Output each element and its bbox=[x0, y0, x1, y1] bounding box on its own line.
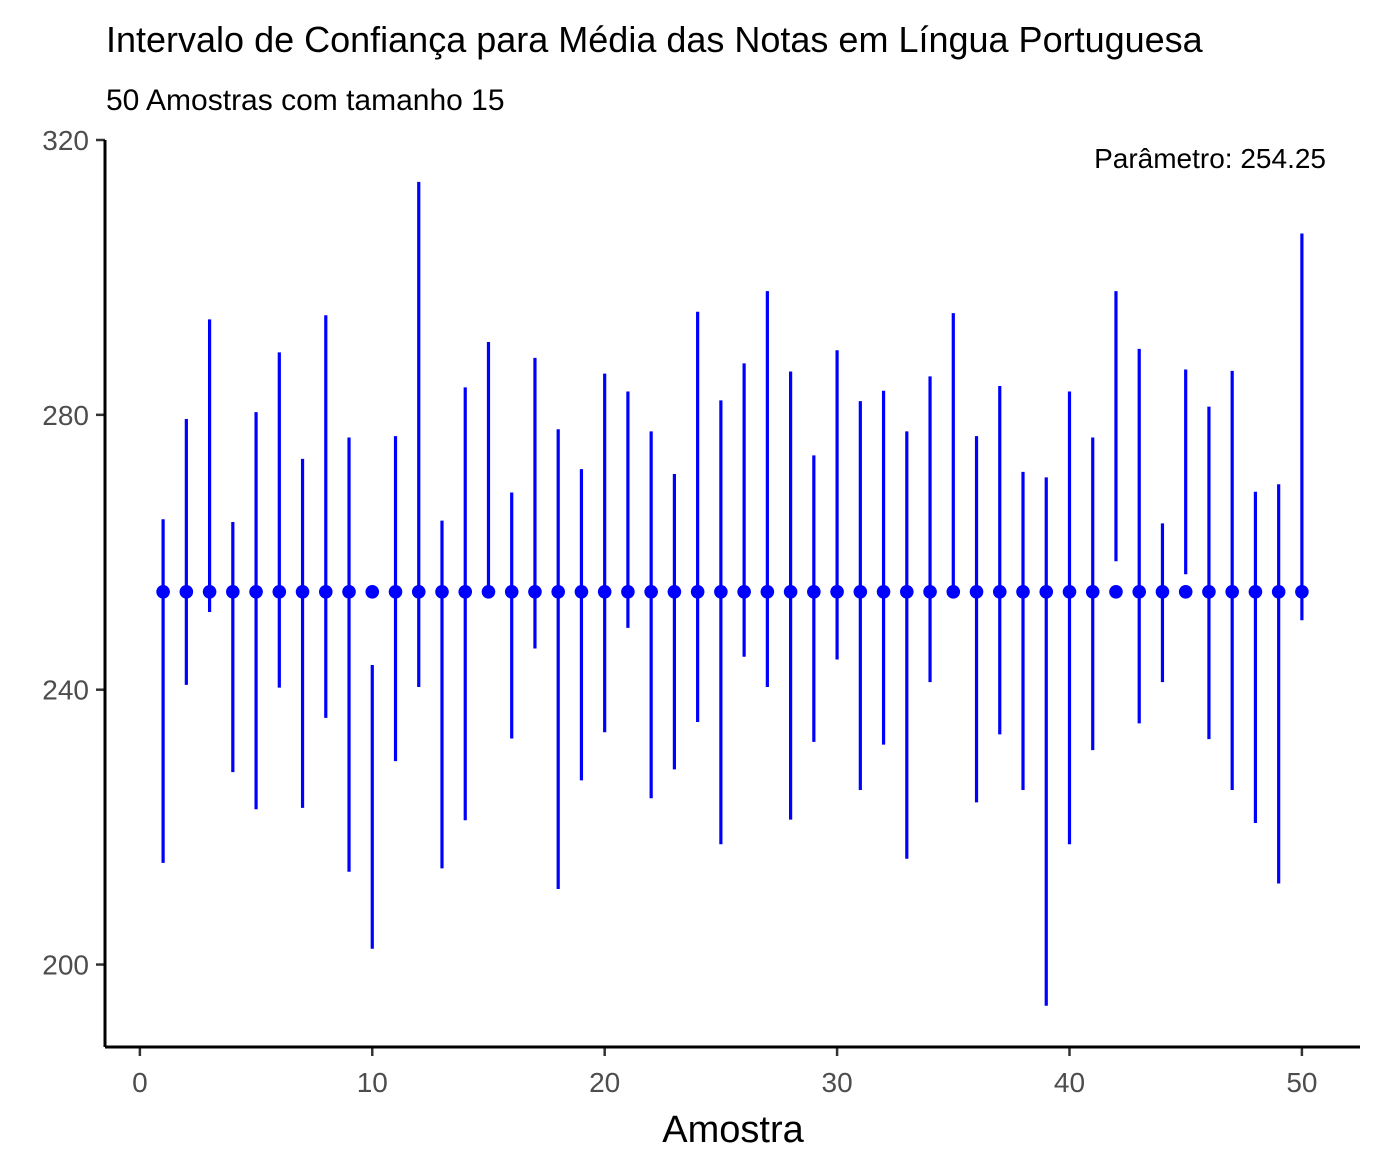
point-estimate bbox=[435, 584, 449, 599]
point-estimate bbox=[969, 584, 984, 599]
point-estimate bbox=[458, 584, 473, 599]
point-estimate bbox=[388, 584, 403, 599]
x-tick-label: 40 bbox=[1054, 1067, 1085, 1098]
interval-marks bbox=[156, 181, 1309, 1006]
x-axis-ticks: 0 10 20 30 40 50 bbox=[132, 1047, 1317, 1098]
x-tick-label: 20 bbox=[589, 1067, 620, 1098]
point-estimate bbox=[272, 584, 287, 599]
point-estimate bbox=[249, 584, 263, 599]
point-estimate bbox=[365, 584, 380, 599]
point-estimate bbox=[807, 584, 821, 599]
x-tick-label: 0 bbox=[132, 1067, 148, 1098]
point-estimate bbox=[923, 584, 937, 599]
x-tick-label: 10 bbox=[357, 1067, 388, 1098]
point-estimate bbox=[1225, 584, 1239, 599]
point-estimate bbox=[156, 584, 170, 599]
point-estimate bbox=[342, 584, 356, 599]
point-estimate bbox=[1155, 584, 1170, 599]
point-estimate bbox=[830, 584, 844, 599]
point-estimate bbox=[1085, 584, 1100, 599]
point-estimate bbox=[1202, 584, 1216, 599]
point-estimate bbox=[1271, 584, 1286, 599]
point-estimate bbox=[1062, 584, 1077, 599]
point-estimate bbox=[295, 584, 310, 599]
point-estimate bbox=[667, 584, 682, 599]
point-estimate bbox=[1178, 584, 1193, 599]
point-estimate bbox=[1016, 584, 1030, 599]
point-estimate bbox=[946, 584, 961, 599]
point-estimate bbox=[690, 584, 705, 599]
chart-subtitle: 50 Amostras com tamanho 15 bbox=[106, 84, 505, 117]
y-tick-label: 320 bbox=[42, 125, 89, 156]
point-estimate bbox=[876, 584, 891, 599]
point-estimate bbox=[621, 584, 635, 599]
point-estimate bbox=[202, 584, 217, 599]
point-estimate bbox=[783, 584, 798, 599]
point-estimate bbox=[760, 584, 775, 599]
point-estimate bbox=[992, 584, 1007, 599]
point-estimate bbox=[179, 584, 194, 599]
x-tick-label: 50 bbox=[1286, 1067, 1317, 1098]
point-estimate bbox=[551, 584, 565, 599]
point-estimate bbox=[1248, 584, 1263, 599]
point-estimate bbox=[574, 584, 589, 599]
point-estimate bbox=[1295, 584, 1309, 599]
point-estimate bbox=[318, 584, 333, 599]
y-axis-ticks: 200 240 280 320 bbox=[42, 125, 105, 981]
point-estimate bbox=[504, 584, 519, 599]
point-estimate bbox=[1039, 584, 1054, 599]
x-axis-title: Amostra bbox=[662, 1109, 804, 1151]
point-estimate bbox=[597, 584, 612, 599]
point-estimate bbox=[481, 584, 496, 599]
point-estimate bbox=[411, 584, 426, 599]
point-estimate bbox=[1132, 584, 1147, 599]
y-tick-label: 240 bbox=[42, 675, 89, 706]
parameter-annotation: Parâmetro: 254.25 bbox=[1094, 143, 1326, 174]
point-estimate bbox=[900, 584, 914, 599]
point-estimate bbox=[714, 584, 728, 599]
y-tick-label: 280 bbox=[42, 400, 89, 431]
point-estimate bbox=[226, 584, 240, 599]
chart-title: Intervalo de Confiança para Média das No… bbox=[106, 19, 1204, 60]
x-tick-label: 30 bbox=[822, 1067, 853, 1098]
point-estimate bbox=[528, 584, 542, 599]
point-estimate bbox=[1109, 584, 1123, 599]
point-estimate bbox=[737, 584, 751, 599]
point-estimate bbox=[853, 584, 868, 599]
y-tick-label: 200 bbox=[42, 950, 89, 981]
point-estimate bbox=[644, 584, 658, 599]
